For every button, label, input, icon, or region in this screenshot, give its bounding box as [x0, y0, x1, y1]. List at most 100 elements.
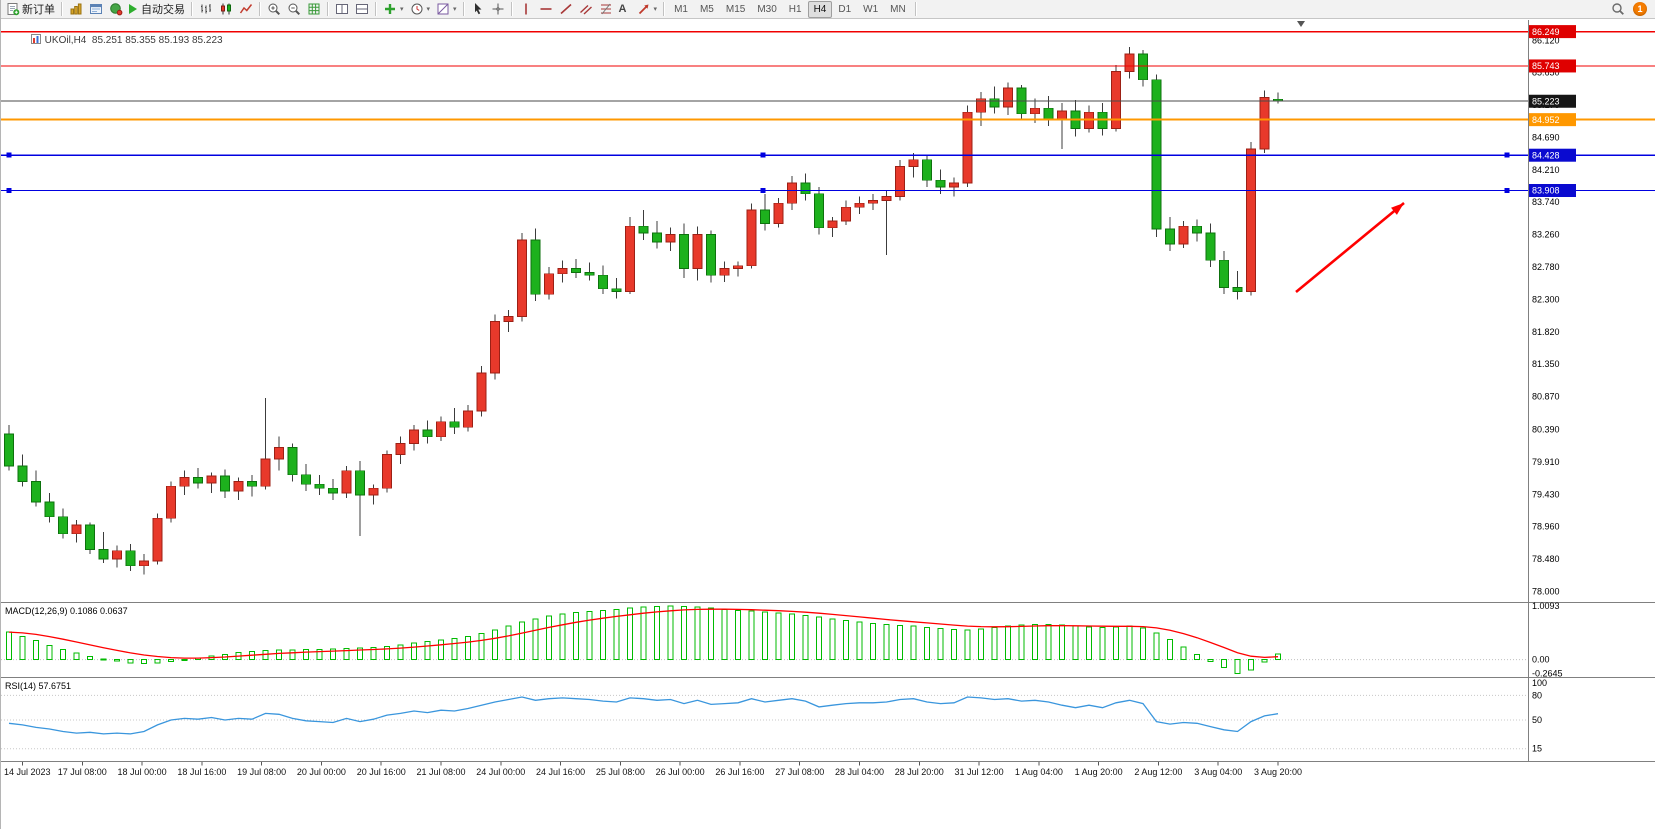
market-watch-button[interactable] — [66, 1, 86, 18]
vertical-line-icon — [519, 2, 533, 16]
horizontal-line-button[interactable] — [536, 1, 556, 18]
bar-chart-button[interactable] — [196, 1, 216, 18]
tile-windows-icon — [335, 2, 349, 16]
svg-text:20 Jul 16:00: 20 Jul 16:00 — [357, 767, 406, 777]
svg-text:50: 50 — [1532, 715, 1542, 725]
cursor-button[interactable] — [468, 1, 488, 18]
svg-text:1 Aug 04:00: 1 Aug 04:00 — [1015, 767, 1063, 777]
svg-text:81.820: 81.820 — [1532, 327, 1560, 337]
svg-text:1.0093: 1.0093 — [1532, 601, 1560, 611]
svg-text:21 Jul 08:00: 21 Jul 08:00 — [416, 767, 465, 777]
new-order-label: 新订单 — [22, 4, 55, 16]
zoom-out-button[interactable] — [284, 1, 304, 18]
dropdown-arrow-icon: ▾ — [400, 5, 404, 13]
template-icon — [436, 2, 450, 16]
toolbar-group-objects: A ▾ — [516, 0, 661, 19]
svg-text:80.870: 80.870 — [1532, 392, 1560, 402]
dropdown-arrow-icon: ▾ — [453, 5, 457, 13]
svg-text:1 Aug 20:00: 1 Aug 20:00 — [1075, 767, 1123, 777]
svg-text:-0.2645: -0.2645 — [1532, 669, 1563, 679]
bar-chart-icon — [199, 2, 213, 16]
toolbar-group-insert: ▾ ▾ ▾ — [380, 0, 460, 19]
zoom-in-icon — [267, 2, 281, 16]
navigator-button[interactable] — [106, 1, 126, 18]
horizontal-line-83.908[interactable] — [1, 187, 1655, 193]
timeframe-button-H1[interactable]: H1 — [788, 3, 802, 15]
search-icon — [1611, 2, 1625, 16]
crosshair-button[interactable] — [488, 1, 508, 18]
svg-text:26 Jul 00:00: 26 Jul 00:00 — [656, 767, 705, 777]
svg-text:19 Jul 08:00: 19 Jul 08:00 — [237, 767, 286, 777]
data-window-icon — [89, 2, 103, 16]
add-indicator-icon — [383, 2, 397, 16]
toolbar-separator — [327, 2, 329, 16]
toolbar-separator — [259, 2, 261, 16]
timeframe-button-M30[interactable]: M30 — [757, 3, 777, 15]
toolbar-group-chart-type — [196, 0, 256, 19]
zoom-out-icon — [287, 2, 301, 16]
svg-text:85.223: 85.223 — [1532, 96, 1560, 106]
timeframe-button-D1[interactable]: D1 — [838, 3, 852, 15]
horizontal-line-84.428[interactable] — [1, 152, 1655, 158]
svg-text:81.350: 81.350 — [1532, 359, 1560, 369]
macd-pane: MACD(12,26,9) 0.1086 0.0637 1.0093 0.00 -0.… — [1, 601, 1563, 679]
svg-text:14 Jul 2023: 14 Jul 2023 — [4, 767, 51, 777]
trend-arrow-annotation[interactable] — [1295, 201, 1405, 294]
chart-shift-marker — [1297, 21, 1305, 27]
templates-button[interactable]: ▾ — [433, 1, 460, 18]
vertical-line-button[interactable] — [516, 1, 536, 18]
toolbar-separator — [375, 2, 377, 16]
trendline-button[interactable] — [556, 1, 576, 18]
cursor-icon — [471, 2, 485, 16]
toolbar-right-group: 1 — [1608, 1, 1653, 18]
svg-text:79.910: 79.910 — [1532, 457, 1560, 467]
svg-text:24 Jul 16:00: 24 Jul 16:00 — [536, 767, 585, 777]
timeframe-button-M15[interactable]: M15 — [725, 3, 746, 15]
add-indicator-button[interactable]: ▾ — [380, 1, 407, 18]
grid-button[interactable] — [304, 1, 324, 18]
svg-text:82.300: 82.300 — [1532, 295, 1560, 305]
toolbar-separator — [191, 2, 193, 16]
timeframe-button-M5[interactable]: M5 — [699, 3, 714, 15]
toolbar: 新订单 自动交易 — [1, 0, 1655, 19]
candlestick-chart-icon — [219, 2, 233, 16]
toolbar-separator — [914, 2, 917, 16]
timeframe-button-W1[interactable]: W1 — [863, 3, 879, 15]
dropdown-arrow-icon: ▾ — [426, 5, 431, 13]
line-chart-button[interactable] — [236, 1, 256, 18]
svg-text:28 Jul 20:00: 28 Jul 20:00 — [895, 767, 944, 777]
svg-text:24 Jul 00:00: 24 Jul 00:00 — [476, 767, 525, 777]
timeframe-button-MN[interactable]: MN — [890, 3, 906, 15]
svg-text:27 Jul 08:00: 27 Jul 08:00 — [775, 767, 824, 777]
cascade-windows-button[interactable] — [352, 1, 372, 18]
tile-windows-button[interactable] — [332, 1, 352, 18]
trendline-icon — [559, 2, 573, 16]
svg-text:25 Jul 08:00: 25 Jul 08:00 — [596, 767, 645, 777]
svg-text:84.428: 84.428 — [1532, 150, 1560, 160]
timeframe-button-H4[interactable]: H4 — [807, 0, 833, 18]
svg-text:86.249: 86.249 — [1532, 27, 1560, 37]
channel-icon — [579, 2, 593, 16]
svg-text:86.120: 86.120 — [1532, 35, 1560, 45]
clock-icon — [410, 2, 424, 16]
data-window-button[interactable] — [86, 1, 106, 18]
channel-button[interactable] — [576, 1, 596, 18]
notification-badge[interactable]: 1 — [1633, 2, 1647, 16]
zoom-in-button[interactable] — [264, 1, 284, 18]
svg-text:18 Jul 16:00: 18 Jul 16:00 — [177, 767, 226, 777]
search-button[interactable] — [1608, 1, 1628, 18]
time-axis[interactable]: 14 Jul 2023 17 Jul 08:00 18 Jul 00:00 18 Ju… — [4, 762, 1302, 777]
toolbar-separator — [61, 2, 63, 16]
periods-button[interactable]: ▾ — [407, 1, 434, 18]
fibonacci-button[interactable] — [596, 1, 616, 18]
new-order-button[interactable]: 新订单 — [3, 1, 58, 18]
autotrade-button[interactable]: 自动交易 — [126, 1, 188, 18]
timeframe-button-M1[interactable]: M1 — [674, 3, 688, 15]
text-tool-button[interactable]: A — [616, 1, 634, 18]
arrow-tools-button[interactable]: ▾ — [634, 1, 661, 18]
pane-splitter[interactable] — [1, 602, 1655, 763]
toolbar-separator — [462, 2, 465, 16]
candlestick-chart-button[interactable] — [216, 1, 236, 18]
autotrade-label: 自动交易 — [141, 4, 185, 16]
